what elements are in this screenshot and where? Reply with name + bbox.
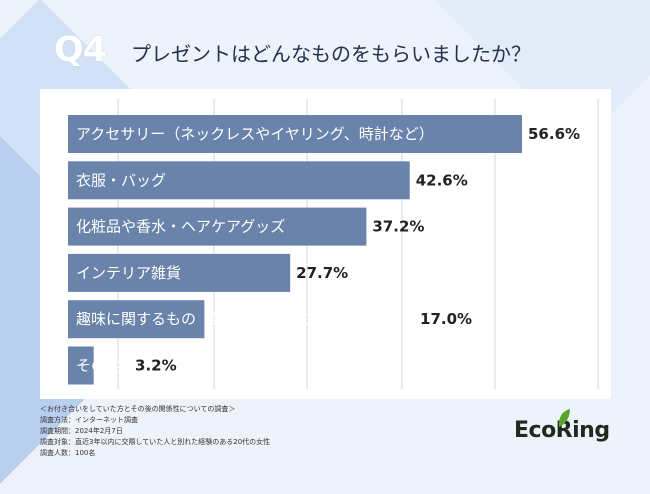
- note-line: 調査対象：直近3年以内に交際していた人と別れた経験のある20代の女性: [40, 438, 271, 446]
- bar: [68, 115, 522, 153]
- bar: [68, 253, 291, 292]
- value-label: 27.7%: [296, 264, 348, 282]
- category-label: 化粧品や香水・ヘアケアグッズ: [76, 218, 285, 236]
- question-number: Q4: [54, 30, 107, 70]
- leaf-icon: [558, 409, 570, 427]
- category-label: インテリア雑貨: [76, 264, 181, 282]
- bar: [68, 300, 205, 339]
- category-label: その他: [76, 357, 121, 375]
- category-label: アクセサリー（ネックレスやイヤリング、時計など）: [76, 125, 434, 143]
- question-title: プレゼントはどんなものをもらいましたか？: [131, 42, 531, 66]
- note-line: ＜お付き合いをしていた方とその後の関係性についての調査＞: [40, 405, 236, 413]
- chart-panel: アクセサリー（ネックレスやイヤリング、時計など） 56.6% 衣服・バッグ 42.6%…: [40, 89, 611, 399]
- value-label: 42.6%: [416, 171, 468, 189]
- value-label: 3.2%: [135, 357, 177, 375]
- value-label: 17.0%: [420, 310, 472, 328]
- category-label: 衣服・バッグ: [76, 171, 166, 189]
- survey-notes: ＜お付き合いをしていた方とその後の関係性についての調査＞ 調査方法：インターネッ…: [40, 404, 270, 459]
- bar: [68, 346, 94, 385]
- note-line: 調査人数：100名: [40, 449, 96, 457]
- bar-chart: アクセサリー（ネックレスやイヤリング、時計など） 56.6% 衣服・バッグ 42.6%…: [68, 99, 599, 389]
- bar: [68, 161, 410, 200]
- bar: [68, 207, 367, 246]
- category-label: 趣味に関するもの（調理器具やアウトドア用品）: [76, 310, 406, 328]
- note-line: 調査期間：2024年2月7日: [40, 427, 123, 435]
- value-label: 56.6%: [528, 125, 580, 143]
- value-label: 37.2%: [372, 218, 424, 236]
- note-line: 調査方法：インターネット調査: [40, 416, 138, 424]
